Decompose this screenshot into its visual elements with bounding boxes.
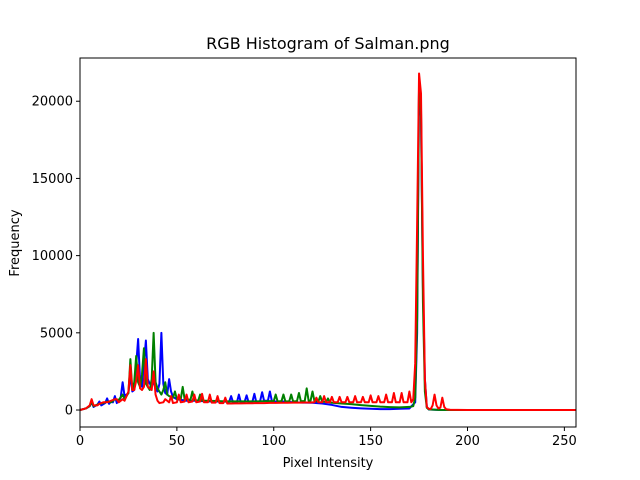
x-tick-label: 50 xyxy=(169,434,186,449)
x-tick-label: 100 xyxy=(261,434,286,449)
plot-frame xyxy=(79,57,577,428)
y-tick-label: 0 xyxy=(65,404,73,419)
x-tick-label: 250 xyxy=(552,434,577,449)
x-tick-label: 150 xyxy=(358,434,383,449)
x-axis-label: Pixel Intensity xyxy=(283,456,374,471)
y-tick-label: 5000 xyxy=(40,326,73,341)
x-tick-label: 200 xyxy=(455,434,480,449)
series-layer xyxy=(79,72,576,412)
y-axis-label: Frequency xyxy=(8,209,23,276)
series-line-2 xyxy=(79,72,576,412)
plot-area xyxy=(79,57,577,428)
chart-title: RGB Histogram of Salman.png xyxy=(206,34,450,53)
y-tick-label: 15000 xyxy=(32,172,73,187)
x-axis: 0 50 100 150 200 250 xyxy=(76,427,577,449)
x-tick-label: 0 xyxy=(76,434,84,449)
y-tick-label: 10000 xyxy=(32,249,73,264)
series-line-1 xyxy=(79,81,576,412)
y-tick-label: 20000 xyxy=(32,95,73,110)
y-axis: 0 5000 10000 15000 20000 xyxy=(32,95,80,419)
